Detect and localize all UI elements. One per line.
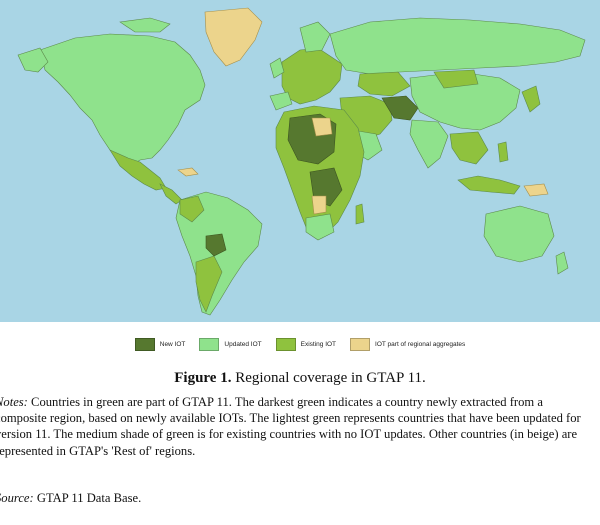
map-legend: New IOT Updated IOT Existing IOT IOT par… xyxy=(0,336,600,352)
libya-region xyxy=(311,117,333,137)
madagascar xyxy=(355,203,365,225)
australia xyxy=(483,205,555,263)
philippines xyxy=(497,141,509,163)
world-map-svg xyxy=(0,0,600,322)
new-zealand xyxy=(555,251,569,275)
legend-swatch xyxy=(275,337,296,351)
colombia-region xyxy=(179,195,205,223)
figure-caption: Figure 1. Regional coverage in GTAP 11. xyxy=(0,370,600,387)
southeast-asia xyxy=(449,131,489,165)
legend-swatch xyxy=(350,337,371,351)
central-america xyxy=(159,183,183,205)
source-label: Source: xyxy=(0,491,34,505)
figure-label: Figure 1. xyxy=(174,370,232,386)
scandinavia xyxy=(299,21,331,53)
iran-afghanistan xyxy=(381,95,419,121)
figure-notes: Notes: Countries in green are part of GT… xyxy=(0,394,597,459)
notes-text: Countries in green are part of GTAP 11. … xyxy=(0,395,581,458)
legend-label: New IOT xyxy=(159,340,186,348)
legend-swatch xyxy=(134,337,155,351)
argentina-chile xyxy=(195,255,223,313)
alaska xyxy=(17,47,49,73)
legend-item-regional-aggregate: IOT part of regional aggregates xyxy=(350,337,466,351)
notes-label: Notes: xyxy=(0,395,28,409)
legend-swatch xyxy=(199,337,220,351)
arctic-islands xyxy=(119,17,171,33)
mongolia xyxy=(433,69,479,89)
west-africa-aggregate xyxy=(311,195,327,215)
south-africa xyxy=(305,213,335,241)
greenland xyxy=(204,7,263,67)
source-text: GTAP 11 Data Base. xyxy=(36,491,142,505)
legend-item-existing-iot: Existing IOT xyxy=(275,337,337,351)
papua xyxy=(523,183,549,197)
north-america xyxy=(39,33,206,169)
caribbean xyxy=(177,167,199,177)
bolivia-paraguay xyxy=(205,233,227,257)
iberia xyxy=(269,91,293,111)
uk-ireland xyxy=(269,57,285,79)
indonesia xyxy=(457,175,521,195)
legend-label: Updated IOT xyxy=(224,340,262,348)
india xyxy=(409,119,449,169)
legend-label: IOT part of regional aggregates xyxy=(375,340,466,348)
russia xyxy=(329,17,586,75)
china xyxy=(409,71,521,131)
figure-source: Source: GTAP 11 Data Base. xyxy=(0,491,595,506)
legend-item-updated-iot: Updated IOT xyxy=(199,337,262,351)
kazakhstan xyxy=(357,71,411,97)
legend-label: Existing IOT xyxy=(300,340,337,348)
korea-japan xyxy=(521,85,541,113)
world-map xyxy=(0,0,600,322)
figure-title: Regional coverage in GTAP 11. xyxy=(235,370,426,386)
legend-item-new-iot: New IOT xyxy=(134,337,186,351)
